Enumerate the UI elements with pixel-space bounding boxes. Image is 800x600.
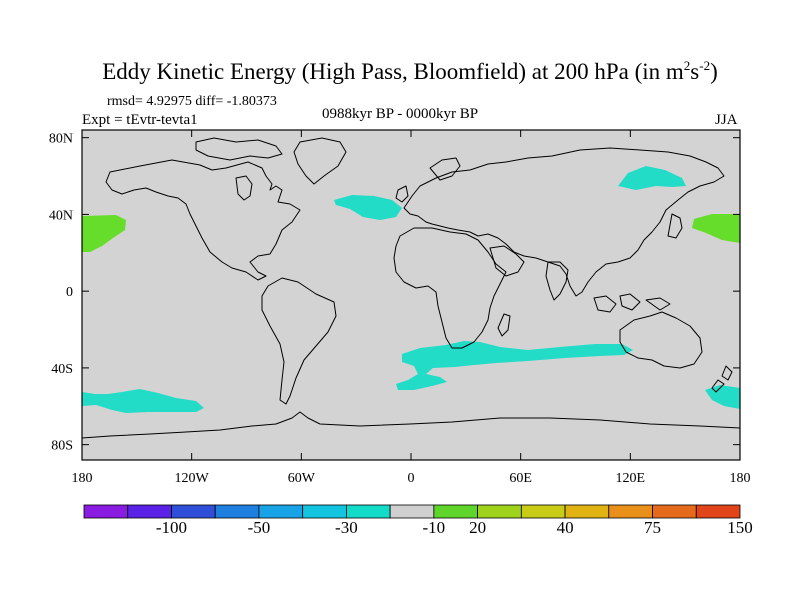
colorbar-swatch [83, 504, 129, 519]
coastline-antarctica [82, 411, 740, 439]
positive-anomaly-north-pacific-west [82, 215, 126, 252]
period-label: 0988kyr BP - 0000kyr BP [322, 106, 479, 122]
positive-anomaly-north-pacific-east [692, 214, 740, 243]
negative-anomaly-south-pacific-west [82, 389, 204, 413]
lon-label: 0 [408, 471, 415, 486]
colorbar-swatch [652, 504, 697, 519]
colorbar-label: -50 [247, 518, 271, 537]
lon-label: 180 [730, 471, 751, 486]
colorbar-label: 75 [644, 518, 662, 537]
colorbar-swatch [477, 504, 522, 519]
lon-label: 60E [509, 471, 532, 486]
coastline-south-america [261, 277, 337, 405]
colorbar-label: -30 [335, 518, 358, 537]
rmsd-diff-text: rmsd= 4.92975 diff= -1.80373 [107, 94, 277, 109]
colorbar-label: 20 [469, 518, 487, 537]
lon-label: 120W [175, 471, 210, 486]
colorbar-swatch [171, 504, 216, 519]
negative-anomaly-south-pacific-east [705, 385, 740, 409]
coastline-india [545, 261, 569, 301]
colorbar-label: -100 [155, 518, 188, 537]
colorbar-swatch [127, 504, 172, 519]
map-title: Eddy Kinetic Energy (High Pass, Bloomfie… [102, 58, 718, 84]
lon-label: 120E [616, 471, 646, 486]
colorbar [83, 504, 741, 519]
coastline-north-america [105, 159, 301, 281]
coastlines [82, 137, 740, 439]
lat-label: 80N [49, 132, 73, 147]
colorbar-swatch [258, 504, 304, 519]
coastline-hudson-bay [235, 175, 253, 201]
latitude-labels: 80N 40N 0 40S 80S [49, 132, 73, 454]
colorbar-swatch [608, 504, 653, 519]
coastline-australia [619, 311, 703, 369]
experiment-label: Expt = tEvtr-tevta1 [82, 112, 198, 128]
colorbar-swatch [564, 504, 610, 519]
lat-label: 40S [51, 362, 73, 377]
negative-anomaly-north-atlantic [334, 195, 402, 220]
colorbar-label: -10 [422, 518, 446, 537]
negative-anomaly-southern-ocean [396, 341, 633, 390]
colorbar-swatch [214, 504, 260, 519]
coastline-eurasia [403, 147, 725, 297]
lat-label: 80S [51, 439, 73, 454]
coastline-madagascar [497, 313, 511, 337]
coastline-maritime-asia [593, 293, 671, 313]
colorbar-swatch [302, 504, 347, 519]
colorbar-label: 40 [556, 518, 574, 537]
coastline-greenland [293, 137, 347, 185]
season-label: JJA [715, 112, 738, 128]
coastline-new-zealand [711, 365, 733, 393]
colorbar-swatch [433, 504, 479, 519]
lon-label: 60W [288, 471, 316, 486]
coastline-arctic-islands [195, 137, 283, 161]
negative-anomaly-siberia [618, 166, 686, 190]
coastline-africa [393, 227, 507, 349]
colorbar-swatch [389, 504, 435, 519]
coastline-uk [395, 185, 409, 203]
colorbar-swatch [520, 504, 566, 519]
coastline-arabia [489, 245, 525, 277]
axis-ticks [81, 130, 741, 460]
lon-label: 180 [72, 471, 93, 486]
lat-label: 0 [66, 285, 73, 300]
colorbar-swatch [345, 504, 391, 519]
coastline-scandinavia [429, 157, 461, 181]
coastline-japan [667, 213, 683, 239]
colorbar-label: 150 [727, 518, 753, 537]
colorbar-swatch [695, 504, 741, 519]
anomaly-regions [82, 166, 740, 413]
lat-label: 40N [49, 208, 73, 223]
longitude-labels: 180 120W 60W 0 60E 120E 180 [72, 471, 751, 486]
